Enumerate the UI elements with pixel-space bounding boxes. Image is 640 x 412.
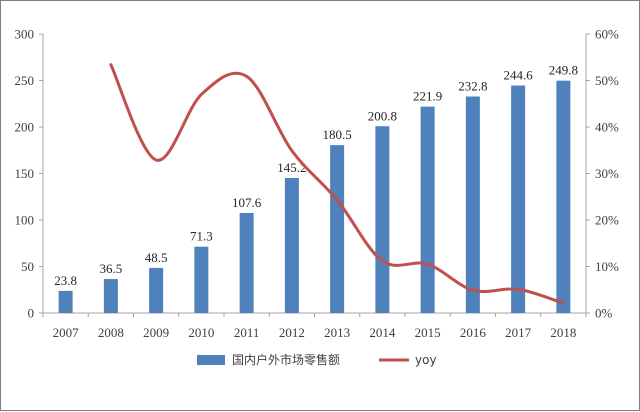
- y-left-tick-label: 300: [15, 27, 35, 42]
- bar: [239, 212, 254, 313]
- y-right-tick-label: 10%: [595, 259, 619, 274]
- x-tick-label: 2015: [415, 325, 441, 340]
- bar-data-label: 145.2: [277, 160, 306, 175]
- bar: [149, 267, 164, 313]
- bar: [420, 106, 435, 314]
- yoy-series-line: [109, 63, 565, 305]
- bar-data-label: 36.5: [100, 261, 123, 276]
- legend-label-bar: 国内户外市场零售额: [232, 352, 340, 367]
- bar-data-label: 71.3: [190, 229, 213, 244]
- y-right-tick-label: 20%: [595, 213, 619, 228]
- legend-label-line: yoy: [415, 353, 437, 367]
- bar-data-label: 48.5: [145, 250, 168, 265]
- bar-data-label: 232.8: [458, 78, 487, 93]
- bar-data-label: 244.6: [504, 68, 534, 83]
- bar-data-label: 180.5: [323, 127, 352, 142]
- bar-data-label: 107.6: [232, 195, 262, 210]
- y-left-tick-label: 200: [15, 120, 35, 135]
- legend-swatch-bar: [197, 355, 225, 365]
- y-left-tick-label: 50: [21, 259, 34, 274]
- bar: [465, 96, 480, 313]
- bar-data-label: 23.8: [54, 273, 77, 288]
- bar-data-label: 249.8: [549, 63, 578, 78]
- bar-data-label: 221.9: [413, 89, 442, 104]
- x-tick-label: 2009: [143, 325, 169, 340]
- x-tick-label: 2007: [53, 325, 80, 340]
- y-right-tick-label: 30%: [595, 166, 619, 181]
- x-tick-label: 2008: [98, 325, 124, 340]
- bar: [58, 290, 73, 313]
- y-left-tick-label: 100: [15, 213, 35, 228]
- bar: [556, 80, 571, 313]
- y-right-tick-label: 0%: [595, 306, 613, 321]
- x-tick-label: 2011: [234, 325, 260, 340]
- y-right-tick-label: 50%: [595, 73, 619, 88]
- x-tick-label: 2010: [188, 325, 214, 340]
- bar: [375, 126, 390, 313]
- bar: [511, 85, 526, 313]
- x-tick-label: 2017: [505, 325, 532, 340]
- x-tick-label: 2018: [550, 325, 576, 340]
- y-left-tick-label: 150: [15, 166, 35, 181]
- x-tick-label: 2014: [369, 325, 396, 340]
- y-left-tick-label: 250: [15, 73, 35, 88]
- bar: [284, 177, 299, 313]
- y-left-tick-label: 0: [28, 306, 35, 321]
- bar: [330, 145, 345, 313]
- x-tick-label: 2016: [460, 325, 487, 340]
- bar: [194, 246, 209, 313]
- y-right-tick-label: 40%: [595, 120, 619, 135]
- y-right-tick-label: 60%: [595, 27, 619, 42]
- bar-data-label: 200.8: [368, 108, 397, 123]
- x-tick-label: 2013: [324, 325, 350, 340]
- x-tick-label: 2012: [279, 325, 305, 340]
- bar: [103, 279, 118, 313]
